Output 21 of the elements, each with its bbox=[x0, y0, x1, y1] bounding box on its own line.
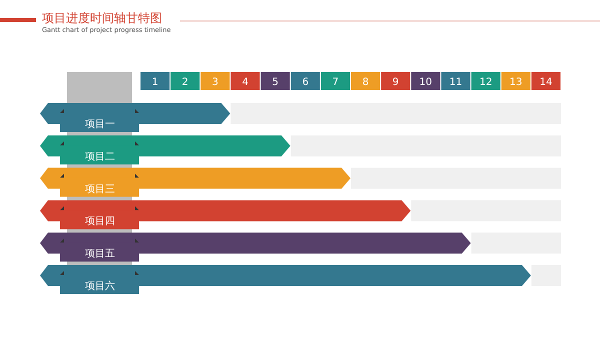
x-tick-label: 13 bbox=[510, 77, 522, 88]
y-tick-label: 项目五 bbox=[85, 248, 115, 260]
x-tick-label: 14 bbox=[540, 77, 552, 88]
y-tick-label: 项目六 bbox=[85, 280, 115, 292]
chart-title: 项目进度时间轴甘特图 bbox=[42, 11, 162, 25]
x-tick-label: 8 bbox=[362, 77, 369, 88]
x-tick-label: 6 bbox=[302, 77, 309, 88]
x-tick-label: 12 bbox=[479, 77, 492, 88]
x-tick-label: 9 bbox=[392, 77, 399, 88]
y-tick-label: 项目三 bbox=[85, 184, 115, 195]
y-tick-label: 项目二 bbox=[85, 151, 115, 162]
x-tick-label: 10 bbox=[419, 77, 432, 88]
x-tick-label: 2 bbox=[182, 77, 188, 88]
x-tick-label: 3 bbox=[212, 77, 218, 88]
y-tick-label: 项目一 bbox=[85, 119, 115, 130]
x-tick-label: 1 bbox=[152, 77, 158, 88]
x-tick-label: 7 bbox=[332, 77, 339, 88]
x-tick-label: 5 bbox=[272, 77, 279, 88]
x-tick-label: 4 bbox=[242, 77, 248, 88]
x-tick-label: 11 bbox=[449, 77, 462, 88]
y-tick-label: 项目四 bbox=[85, 216, 115, 228]
